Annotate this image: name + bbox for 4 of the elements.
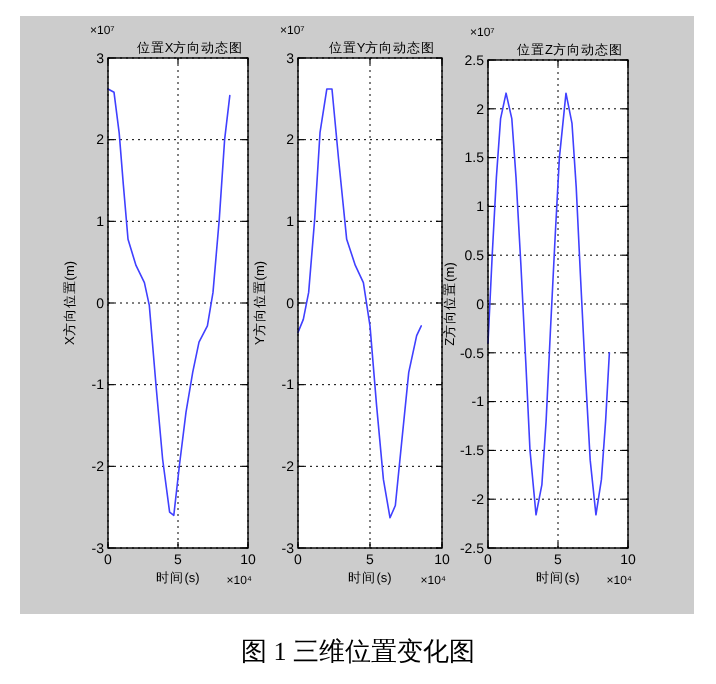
line-series xyxy=(487,92,611,516)
caption: 图 1 三维位置变化图 xyxy=(241,636,475,666)
line-series xyxy=(297,88,423,519)
line-series xyxy=(107,88,231,517)
